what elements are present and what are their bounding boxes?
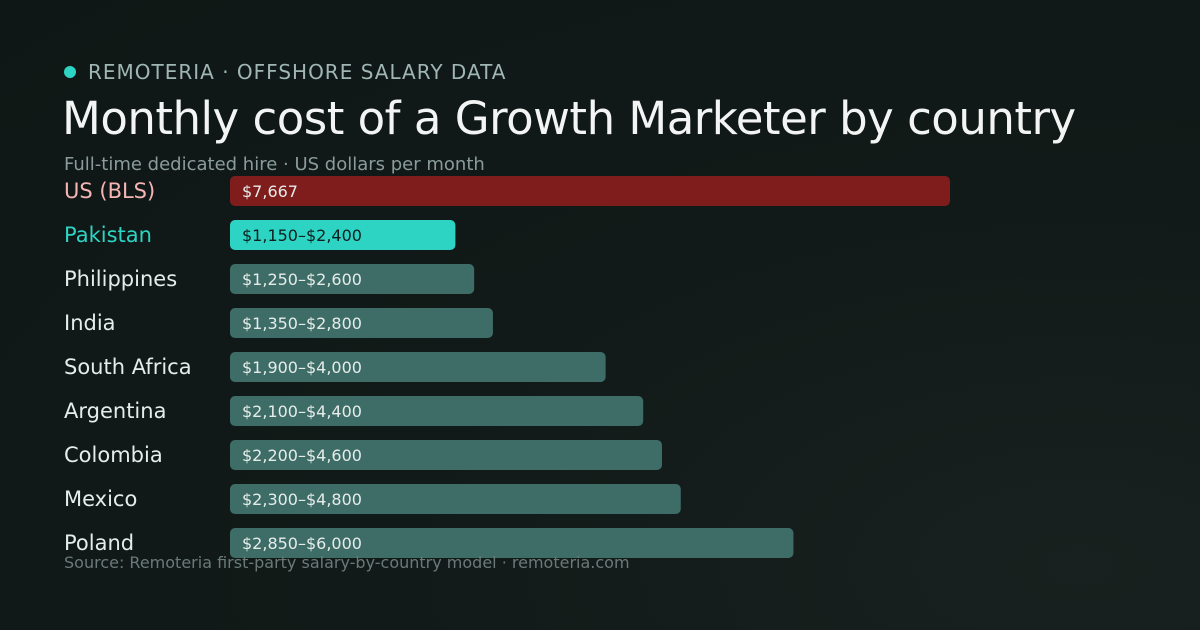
source-note: Source: Remoteria first-party salary-by-… [64,553,630,572]
value-label-south-africa: $1,900–$4,000 [242,358,362,377]
bar-argentina [230,396,644,426]
category-label-mexico: Mexico [64,487,137,511]
bar-pakistan [230,220,456,250]
value-label-argentina: $2,100–$4,400 [242,402,362,421]
category-label-philippines: Philippines [64,267,177,291]
bar-philippines [230,264,475,294]
value-label-colombia: $2,200–$4,600 [242,446,362,465]
chart-title: Monthly cost of a Growth Marketer by cou… [62,92,1076,145]
value-label-philippines: $1,250–$2,600 [242,270,362,289]
bar-south-africa [230,352,606,382]
bar-us-bls [230,176,950,206]
category-label-argentina: Argentina [64,399,166,423]
category-label-us-bls: US (BLS) [64,179,155,203]
value-label-mexico: $2,300–$4,800 [242,490,362,509]
value-label-us-bls: $7,667 [242,182,298,201]
brand-row: REMOTERIA · OFFSHORE SALARY DATA [64,60,506,84]
brand-label: REMOTERIA · OFFSHORE SALARY DATA [88,60,507,84]
bar-india [230,308,493,338]
bar-poland [230,528,794,558]
category-label-pakistan: Pakistan [64,223,152,247]
brand-dot-icon [64,66,76,78]
value-label-poland: $2,850–$6,000 [242,534,362,553]
chart-subtitle: Full-time dedicated hire · US dollars pe… [64,154,485,175]
category-label-poland: Poland [64,531,134,555]
value-label-india: $1,350–$2,800 [242,314,362,333]
bar-colombia [230,440,662,470]
category-label-south-africa: South Africa [64,355,192,379]
category-label-india: India [64,311,116,335]
category-label-colombia: Colombia [64,443,163,467]
bar-mexico [230,484,681,514]
value-label-pakistan: $1,150–$2,400 [242,226,362,245]
